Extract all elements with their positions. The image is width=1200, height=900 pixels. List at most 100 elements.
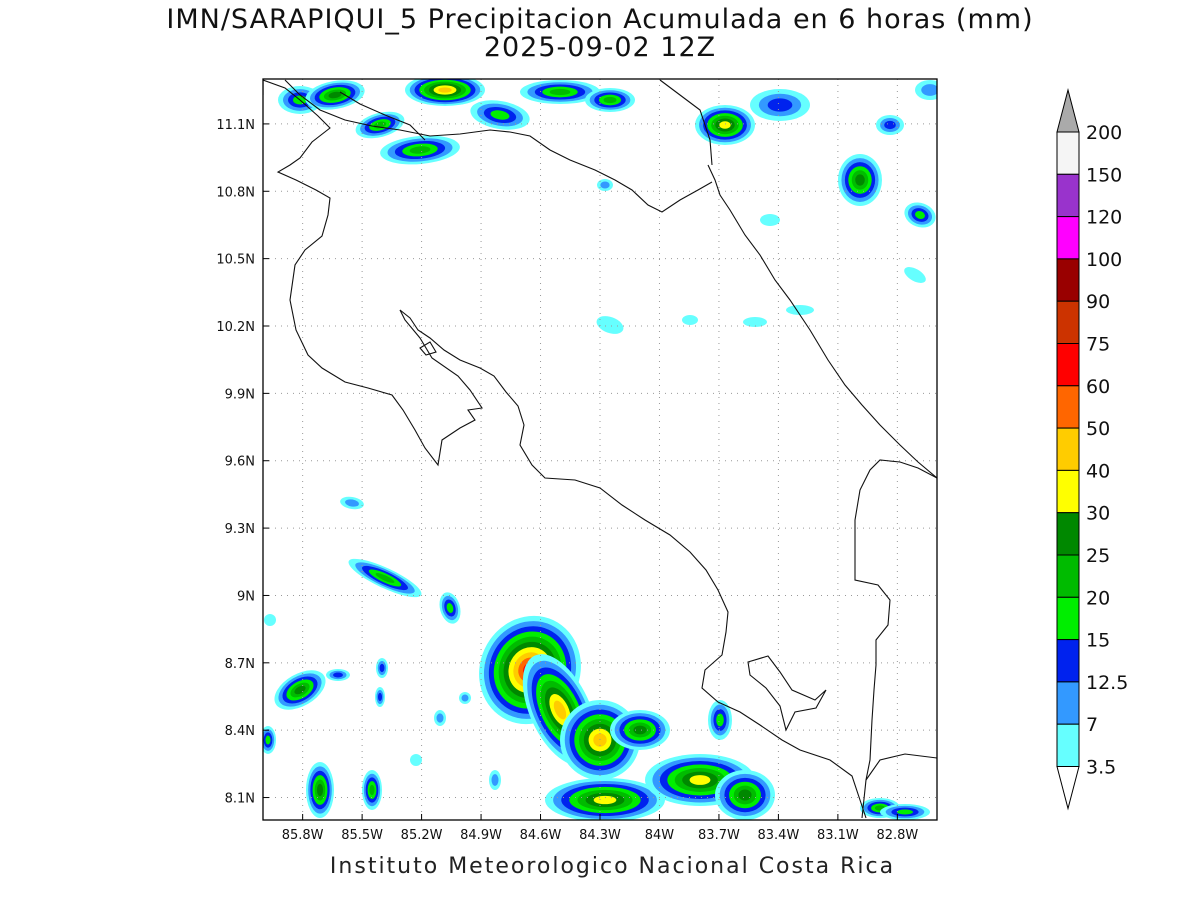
colorbar-label: 90 [1086, 291, 1110, 313]
lat-tick-label: 10.2N [216, 320, 255, 335]
precip-contour [438, 87, 452, 93]
coastline [263, 79, 937, 819]
colorbar-label: 12.5 [1086, 672, 1128, 694]
colorbar-label: 50 [1086, 418, 1110, 440]
colorbar-swatch [1056, 469, 1080, 514]
lat-tick-label: 9.3N [225, 522, 255, 537]
colorbar-label: 40 [1086, 460, 1110, 482]
lon-tick-label: 85.8W [282, 828, 324, 843]
panama-coast-south [865, 753, 937, 781]
precip-contour [596, 316, 624, 334]
precip-contour [786, 305, 814, 315]
precip-contour [436, 713, 444, 723]
precip-contour [760, 214, 780, 226]
precip-contour [904, 267, 926, 283]
lat-tick-label: 10.5N [216, 253, 255, 268]
precipitation-layer [263, 79, 937, 820]
plot-frame [262, 78, 938, 821]
nicaragua-lake-edge [339, 91, 426, 141]
lon-tick-label: 84.9W [460, 828, 502, 843]
lon-tick-label: 85.5W [341, 828, 383, 843]
caribbean-coast [707, 164, 937, 479]
panama-border [854, 459, 937, 819]
colorbar-swatch [1056, 512, 1080, 556]
gulf-of-nicoya-coast [399, 309, 867, 819]
precip-contour [461, 694, 469, 702]
colorbar-swatch [1056, 596, 1080, 641]
lon-tick-label: 84W [645, 828, 675, 843]
precip-contour [915, 211, 925, 219]
colorbar-swatch [1056, 173, 1080, 218]
lat-tick-label: 10.8N [216, 185, 255, 200]
precip-contour [682, 315, 698, 325]
precip-contour [410, 754, 422, 766]
map-footer: Instituto Meteorologico Nacional Costa R… [329, 854, 896, 879]
lon-tick-label: 85.2W [401, 828, 443, 843]
precip-contour [375, 573, 395, 583]
precip-contour [446, 603, 454, 613]
colorbar-swatch [1056, 723, 1080, 768]
precip-contour [767, 98, 793, 112]
precip-contour [689, 775, 711, 785]
north-coast-line [659, 79, 713, 166]
colorbar-swatch [1056, 131, 1080, 175]
precip-contour [884, 120, 896, 130]
colorbar-label: 120 [1086, 207, 1122, 229]
lat-tick-label: 11.1N [216, 118, 255, 133]
map-title: IMN/SARAPIQUI_5 Precipitacion Acumulada … [166, 4, 1034, 35]
precip-contour [409, 146, 431, 154]
lat-tick-label: 8.4N [225, 724, 255, 739]
nicoya-island [419, 341, 437, 356]
map-subtitle: 2025-09-02 12Z [483, 32, 717, 63]
colorbar-label: 7 [1086, 714, 1098, 736]
lon-tick-label: 83.1W [817, 828, 859, 843]
colorbar-label: 25 [1086, 545, 1110, 567]
colorbar-swatch [1056, 258, 1080, 302]
precip-contour [716, 713, 724, 727]
colorbar-label: 20 [1086, 587, 1110, 609]
precip-contour [603, 96, 617, 104]
precip-contour [345, 499, 359, 507]
precip-contour [490, 110, 510, 120]
map-grid [263, 79, 937, 820]
colorbar-label: 100 [1086, 249, 1122, 271]
lat-tick-label: 8.1N [225, 792, 255, 807]
precip-contour [897, 809, 913, 815]
lon-tick-label: 83.7W [698, 828, 740, 843]
precip-contour [333, 672, 343, 678]
colorbar-swatch [1056, 216, 1080, 260]
colorbar-arrow-top [1056, 88, 1080, 133]
lat-tick-label: 8.7N [225, 657, 255, 672]
precip-contour [294, 685, 306, 695]
precip-contour [719, 121, 731, 129]
precip-contour [316, 783, 324, 797]
colorbar-label: 150 [1086, 164, 1122, 186]
precip-contour [265, 735, 271, 745]
precip-contour [553, 700, 567, 720]
precip-contour [743, 317, 767, 327]
lat-tick-label: 9N [237, 589, 255, 604]
colorbar-swatch [1056, 681, 1080, 725]
colorbar-arrow-bottom [1056, 766, 1080, 811]
lat-tick-label: 9.9N [225, 387, 255, 402]
precip-contour [593, 733, 607, 747]
lon-tick-label: 84.6W [520, 828, 562, 843]
nicaragua-border [284, 79, 713, 213]
precip-contour [738, 789, 752, 801]
precip-contour [369, 784, 375, 796]
colorbar-swatch [1056, 300, 1080, 345]
colorbar-label: 75 [1086, 334, 1110, 356]
precip-contour [600, 181, 610, 189]
lat-tick-label: 9.6N [225, 455, 255, 470]
colorbar-label: 30 [1086, 503, 1110, 525]
colorbar-label: 3.5 [1086, 757, 1116, 779]
precip-contour [491, 774, 499, 786]
colorbar-label: 60 [1086, 376, 1110, 398]
osa-peninsula [747, 655, 827, 732]
lon-tick-label: 83.4W [758, 828, 800, 843]
precip-contour [377, 692, 383, 702]
colorbar: 200 150 120 100 90 75 60 50 40 30 25 20 15 12.5 7 3.5 [1056, 88, 1128, 811]
longitude-ticks: 85.8W 85.5W 85.2W 84.9W 84.6W 84.3W 84W 83.7W 83… [282, 828, 919, 843]
lon-tick-label: 84.3W [579, 828, 621, 843]
